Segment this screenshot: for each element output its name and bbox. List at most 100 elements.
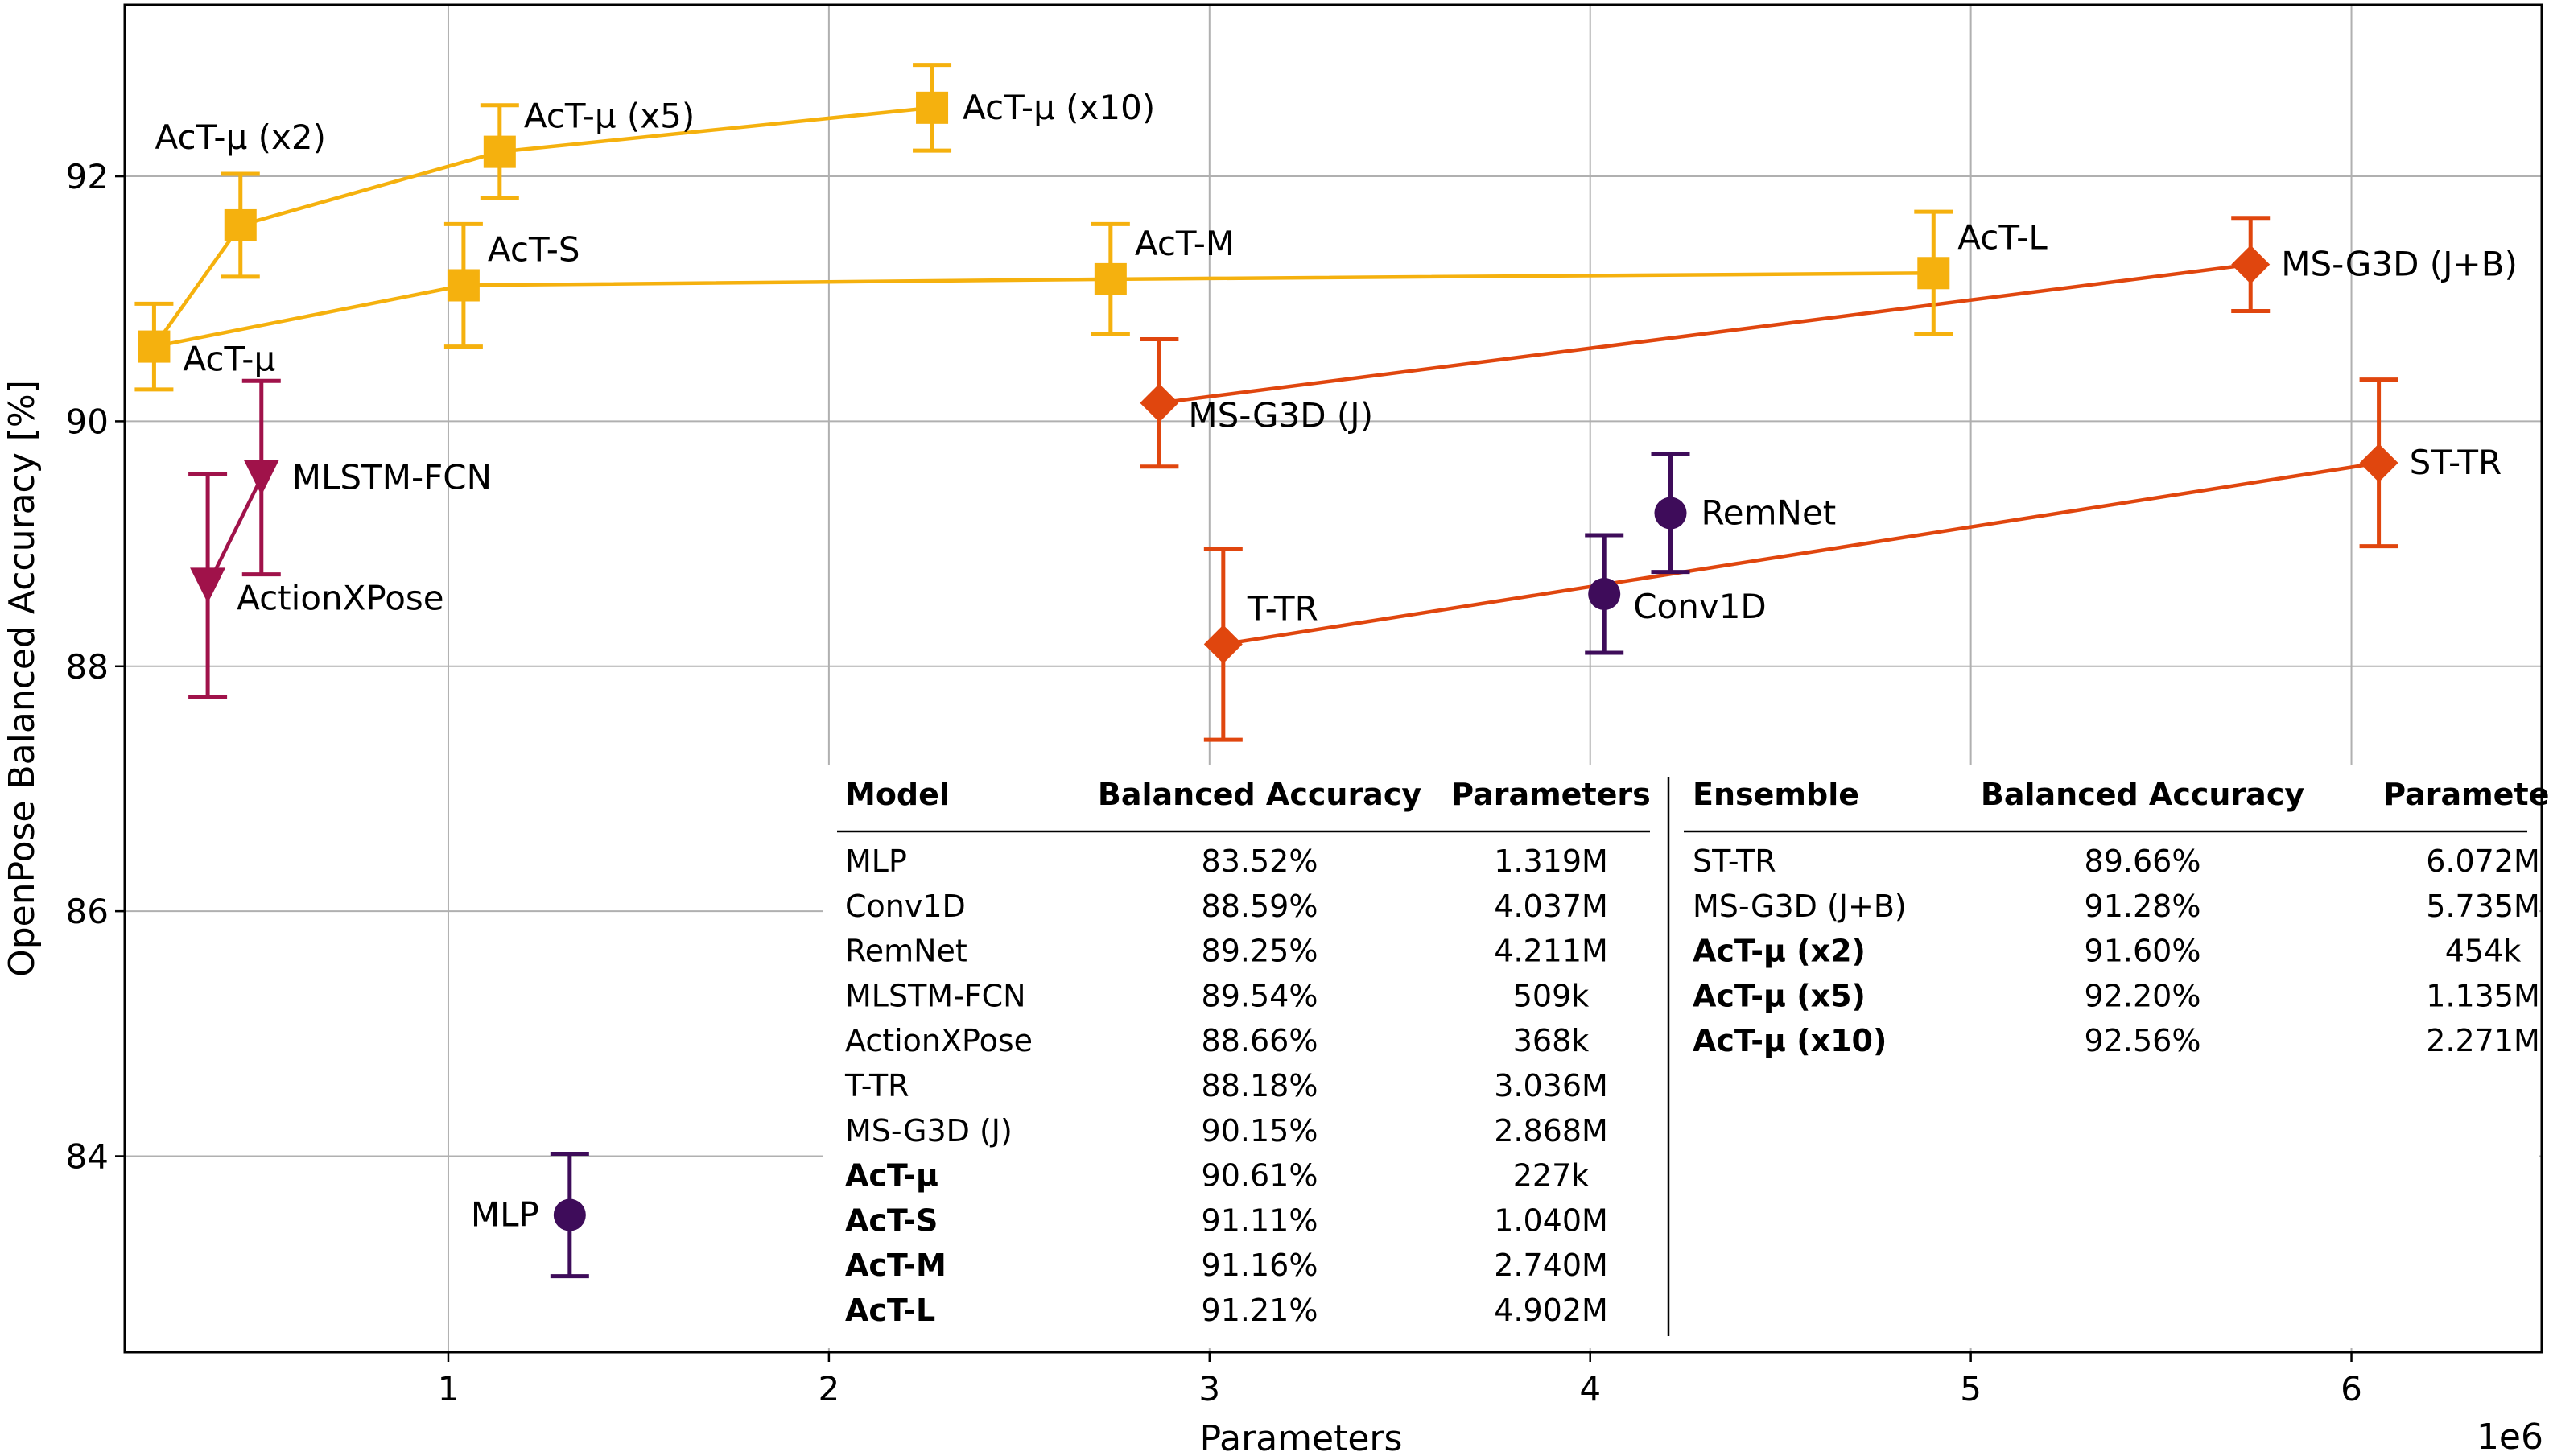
point-label: RemNet: [1701, 493, 1837, 533]
point-label: AcT-L: [1957, 217, 2048, 257]
point-conv1d: [1585, 533, 1624, 655]
point-actt-l: [1914, 209, 1953, 336]
table-cell: 6.072M: [2426, 843, 2540, 879]
table-cell: 91.60%: [2085, 934, 2201, 969]
marker-square: [447, 269, 480, 302]
marker-square: [138, 330, 171, 363]
y-tick-label: 86: [66, 892, 109, 931]
table-cell: 1.040M: [1494, 1202, 1608, 1238]
point-actionxpose: [188, 472, 228, 699]
marker-circle: [1588, 577, 1621, 610]
point-mlstm-fcn: [241, 378, 281, 577]
table-cell: 83.52%: [1202, 843, 1318, 879]
table-cell: MS-G3D (J+B): [1693, 889, 1907, 924]
point-t-tr: [1203, 547, 1243, 742]
series-line: [152, 105, 933, 348]
table-background: [823, 765, 2539, 1348]
point-ms-g3d-j: [1140, 336, 1179, 469]
x-tick-label: 6: [2341, 1369, 2362, 1409]
marker-square: [1917, 257, 1950, 290]
table-header: Parameters: [1451, 777, 1651, 812]
point-labels: MLP Conv1D RemNet MLSTM-FCN ActionXPose T-TR M…: [155, 88, 2518, 1235]
y-tick-label: 84: [66, 1137, 109, 1177]
table-cell: 91.11%: [1202, 1202, 1318, 1238]
table-cell: 454k: [2445, 934, 2522, 969]
table-cell: 4.037M: [1494, 889, 1608, 924]
marker-triangle: [243, 460, 279, 496]
table-cell: AcT-S: [845, 1202, 938, 1238]
table-cell: ST-TR: [1693, 843, 1776, 879]
table-cell: 227k: [1513, 1158, 1590, 1194]
point-actt-mu-x2: [221, 171, 260, 279]
table-cell: 1.135M: [2426, 978, 2540, 1013]
table-cell: 1.319M: [1494, 843, 1608, 879]
table-cell: 509k: [1513, 978, 1590, 1013]
point-actt-s: [443, 221, 483, 349]
x-tick-label: 4: [1579, 1369, 1601, 1409]
table-cell: AcT-M: [845, 1248, 947, 1283]
data-points: [134, 63, 2398, 1279]
table-cell: 88.66%: [1202, 1023, 1318, 1058]
table-cell: 92.20%: [2085, 978, 2201, 1013]
table-cell: MLSTM-FCN: [845, 978, 1026, 1013]
table-ensembles: Ensemble Balanced Accuracy Parameters ST-TR…: [1684, 777, 2549, 1058]
table-cell: 90.61%: [1202, 1158, 1318, 1194]
table-cell: 3.036M: [1494, 1068, 1608, 1103]
point-actt-m: [1091, 221, 1130, 336]
table-header: Balanced Accuracy: [1098, 777, 1421, 812]
series-line: [1223, 460, 2379, 646]
x-tick-label: 1: [438, 1369, 460, 1409]
table-cell: 91.21%: [1202, 1293, 1318, 1328]
y-tick-label: 90: [66, 402, 109, 441]
axes: 1 2 3 4 5 6 84 86 88 90 92 Parameters OpenPose Ba…: [2, 157, 2543, 1456]
marker-triangle: [190, 567, 226, 604]
table-cell: AcT-μ (x10): [1693, 1023, 1887, 1058]
x-axis-label: Parameters: [1200, 1418, 1403, 1456]
series-line: [1159, 262, 2251, 405]
marker-square: [483, 135, 516, 168]
table-models: Model Balanced Accuracy Parameters MLP 83.52…: [837, 777, 1651, 1328]
marker-square: [224, 208, 257, 241]
table-cell: 92.56%: [2085, 1023, 2201, 1058]
x-tick-label: 5: [1960, 1369, 1982, 1409]
series-line: [153, 271, 1934, 349]
point-label: AcT-S: [488, 229, 580, 269]
table-header: Parameters: [2383, 777, 2549, 812]
point-actt-mu-x10: [913, 63, 952, 153]
y-tick-label: 88: [66, 647, 109, 687]
point-label: AcT-μ: [183, 340, 275, 379]
table-header: Model: [845, 777, 950, 812]
y-axis-label: OpenPose Balanced Accuracy [%]: [2, 380, 43, 977]
table-cell: 88.59%: [1202, 889, 1318, 924]
table-cell: 89.25%: [1202, 934, 1318, 969]
point-label: ST-TR: [2410, 443, 2502, 482]
table-cell: 5.735M: [2426, 889, 2540, 924]
point-label: AcT-μ (x5): [524, 97, 695, 136]
point-label: AcT-μ (x2): [155, 118, 326, 157]
table-cell: 90.15%: [1202, 1113, 1318, 1149]
table-cell: Conv1D: [845, 889, 966, 924]
table-cell: 89.66%: [2085, 843, 2201, 879]
marker-diamond: [2359, 443, 2398, 483]
table-cell: AcT-μ: [845, 1158, 938, 1194]
series-lines: [152, 105, 2379, 646]
x-axis-offset-label: 1e6: [2477, 1417, 2543, 1456]
results-table: Model Balanced Accuracy Parameters MLP 83.52…: [837, 777, 2549, 1336]
point-ms-g3d-jb: [2231, 216, 2271, 313]
table-cell: 2.271M: [2426, 1023, 2540, 1058]
table-header: Ensemble: [1693, 777, 1859, 812]
point-label: ActionXPose: [237, 578, 444, 617]
y-ticks: 84 86 88 90 92: [66, 157, 125, 1177]
table-cell: AcT-L: [845, 1293, 935, 1328]
x-tick-label: 2: [819, 1369, 840, 1409]
point-label: MS-G3D (J): [1188, 396, 1373, 435]
table-cell: RemNet: [845, 934, 967, 969]
point-label: AcT-M: [1135, 224, 1235, 263]
table-cell: 91.16%: [1202, 1248, 1318, 1283]
table-cell: 4.902M: [1494, 1293, 1608, 1328]
y-tick-label: 92: [66, 157, 109, 196]
table-cell: MLP: [845, 843, 907, 879]
marker-square: [1094, 262, 1127, 295]
x-ticks: 1 2 3 4 5 6: [438, 1352, 2362, 1409]
